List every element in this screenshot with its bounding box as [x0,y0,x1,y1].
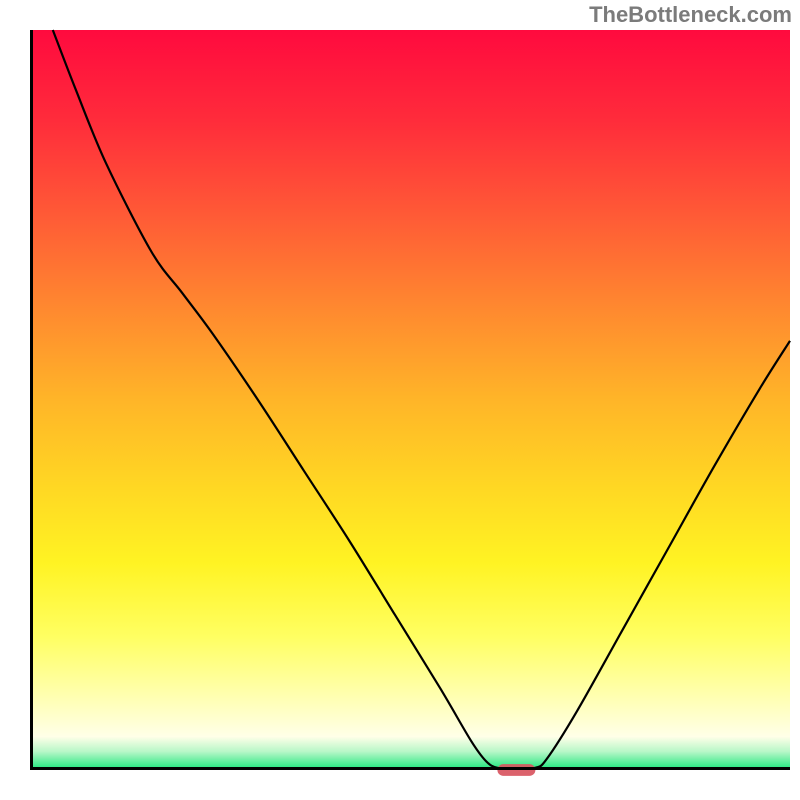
gradient-background [30,30,790,770]
chart-svg [30,30,790,770]
optimal-marker [497,764,535,776]
watermark-text: TheBottleneck.com [589,2,792,28]
plot-area [30,30,790,770]
x-axis [30,767,790,770]
y-axis [30,30,33,770]
chart-container: TheBottleneck.com [0,0,800,800]
